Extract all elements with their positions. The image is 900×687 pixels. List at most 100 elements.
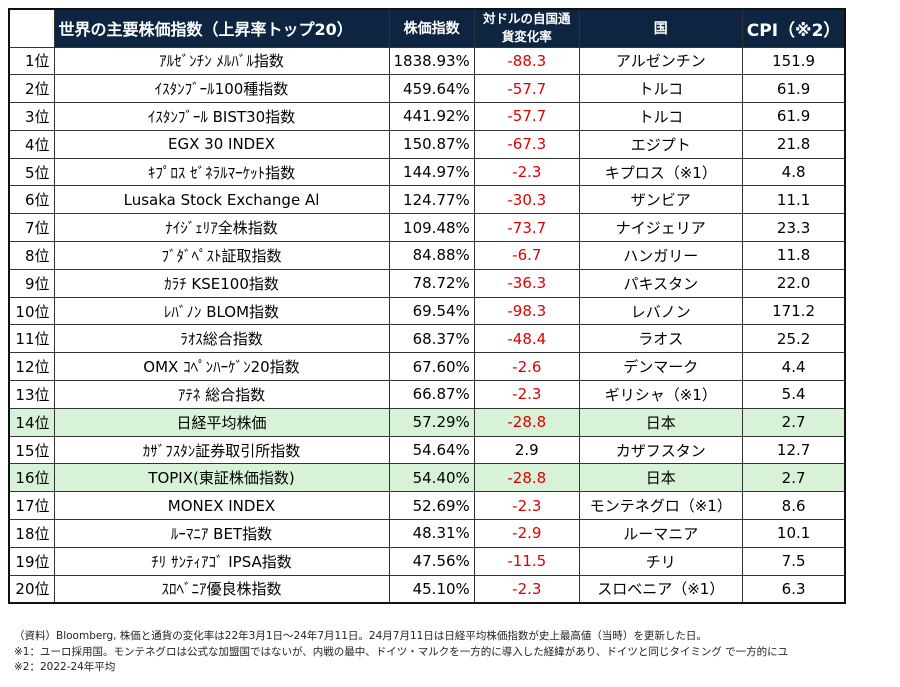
fx-change-cell: -2.3 xyxy=(473,574,580,604)
table-row: 8位 ﾌﾞﾀﾞﾍﾟｽﾄ証取指数 84.88% -6.7 ハンガリー 11.8 xyxy=(8,241,846,270)
price-change-cell: 459.64% xyxy=(388,74,475,104)
fx-change-cell: -2.3 xyxy=(473,380,580,409)
table-row: 20位 ｽﾛﾍﾞﾆｱ優良株指数 45.10% -2.3 スロベニア（※1） 6.3 xyxy=(8,574,846,604)
country-cell: トルコ xyxy=(578,74,743,104)
index-name-cell: ﾅｲｼﾞｪﾘｱ全株指数 xyxy=(53,213,390,243)
index-name-cell: ﾙｰﾏﾆｱ BET指数 xyxy=(53,519,390,548)
rank-cell: 7位 xyxy=(8,213,55,243)
table-row: 12位 OMX ｺﾍﾟﾝﾊｰｹﾞﾝ20指数 67.60% -2.6 デンマーク 4.4 xyxy=(8,352,846,382)
note-source: （資料）Bloomberg, 株価と通貨の変化率は22年3月1日～24年7月11… xyxy=(14,630,707,642)
cpi-cell: 151.9 xyxy=(741,46,846,76)
cpi-cell: 23.3 xyxy=(741,213,846,243)
country-cell: ギリシャ（※1） xyxy=(578,380,743,409)
fx-change-cell: -6.7 xyxy=(473,241,580,270)
header-cpi: CPI（※2） xyxy=(741,8,846,48)
rank-cell: 9位 xyxy=(8,268,55,298)
cpi-cell: 12.7 xyxy=(741,435,846,465)
rank-cell: 1位 xyxy=(8,46,55,76)
cpi-cell: 21.8 xyxy=(741,129,846,159)
price-change-cell: 45.10% xyxy=(388,574,475,604)
country-cell: ザンビア xyxy=(578,185,743,215)
cpi-cell: 8.6 xyxy=(741,491,846,521)
country-cell: ハンガリー xyxy=(578,241,743,270)
fx-change-cell: -30.3 xyxy=(473,185,580,215)
rank-cell: 17位 xyxy=(8,491,55,521)
rank-cell: 20位 xyxy=(8,574,55,604)
table-row: 14位 日経平均株価 57.29% -28.8 日本 2.7 xyxy=(8,407,846,437)
index-name-cell: ｲｽﾀﾝﾌﾞｰﾙ BIST30指数 xyxy=(53,102,390,131)
country-cell: カザフスタン xyxy=(578,435,743,465)
price-change-cell: 69.54% xyxy=(388,296,475,326)
cpi-cell: 22.0 xyxy=(741,268,846,298)
price-change-cell: 144.97% xyxy=(388,157,475,187)
cpi-cell: 2.7 xyxy=(741,407,846,437)
country-cell: アルゼンチン xyxy=(578,46,743,76)
cpi-cell: 2.7 xyxy=(741,463,846,493)
table-row: 6位 Lusaka Stock Exchange Al 124.77% -30.3 ザン… xyxy=(8,185,846,215)
price-change-cell: 47.56% xyxy=(388,546,475,576)
rank-cell: 18位 xyxy=(8,519,55,548)
index-name-cell: ｱﾃﾈ 総合指数 xyxy=(53,380,390,409)
price-change-cell: 54.40% xyxy=(388,463,475,493)
fx-change-cell: 2.9 xyxy=(473,435,580,465)
cpi-cell: 6.3 xyxy=(741,574,846,604)
footnotes: （資料）Bloomberg, 株価と通貨の変化率は22年3月1日～24年7月11… xyxy=(14,629,788,676)
table-row: 1位 ｱﾙｾﾞﾝﾁﾝ ﾒﾙﾊﾞﾙ指数 1838.93% -88.3 アルゼンチン 151.… xyxy=(8,46,846,76)
fx-change-cell: -67.3 xyxy=(473,129,580,159)
table-row: 11位 ﾗｵｽ総合指数 68.37% -48.4 ラオス 25.2 xyxy=(8,324,846,354)
rank-cell: 10位 xyxy=(8,296,55,326)
rank-cell: 8位 xyxy=(8,241,55,270)
fx-change-cell: -2.3 xyxy=(473,491,580,521)
index-name-cell: ﾌﾞﾀﾞﾍﾟｽﾄ証取指数 xyxy=(53,241,390,270)
index-name-cell: ｶﾗﾁ KSE100指数 xyxy=(53,268,390,298)
header-blank xyxy=(8,8,55,48)
country-cell: エジプト xyxy=(578,129,743,159)
fx-change-cell: -2.6 xyxy=(473,352,580,382)
price-change-cell: 1838.93% xyxy=(388,46,475,76)
rank-cell: 16位 xyxy=(8,463,55,493)
index-name-cell: Lusaka Stock Exchange Al xyxy=(53,185,390,215)
index-name-cell: MONEX INDEX xyxy=(53,491,390,521)
fx-change-cell: -88.3 xyxy=(473,46,580,76)
index-name-cell: ﾗｵｽ総合指数 xyxy=(53,324,390,354)
rank-cell: 15位 xyxy=(8,435,55,465)
country-cell: パキスタン xyxy=(578,268,743,298)
country-cell: トルコ xyxy=(578,102,743,131)
index-name-cell: TOPIX(東証株価指数) xyxy=(53,463,390,493)
cpi-cell: 61.9 xyxy=(741,102,846,131)
table-row: 19位 ﾁﾘ ｻﾝﾃｨｱｺﾞ IPSA指数 47.56% -11.5 チリ 7.5 xyxy=(8,546,846,576)
rank-cell: 2位 xyxy=(8,74,55,104)
country-cell: スロベニア（※1） xyxy=(578,574,743,604)
country-cell: ナイジェリア xyxy=(578,213,743,243)
cpi-cell: 171.2 xyxy=(741,296,846,326)
index-name-cell: ｽﾛﾍﾞﾆｱ優良株指数 xyxy=(53,574,390,604)
index-name-cell: ﾁﾘ ｻﾝﾃｨｱｺﾞ IPSA指数 xyxy=(53,546,390,576)
price-change-cell: 124.77% xyxy=(388,185,475,215)
cpi-cell: 4.4 xyxy=(741,352,846,382)
table-row: 18位 ﾙｰﾏﾆｱ BET指数 48.31% -2.9 ルーマニア 10.1 xyxy=(8,519,846,548)
country-cell: モンテネグロ（※1） xyxy=(578,491,743,521)
note-1: ※1：ユーロ採用国。モンテネグロは公式な加盟国ではないが、内戦の最中、ドイツ・マ… xyxy=(14,645,789,658)
rank-cell: 5位 xyxy=(8,157,55,187)
rank-cell: 13位 xyxy=(8,380,55,409)
header-price: 株価指数 xyxy=(388,8,475,48)
index-name-cell: ｷﾌﾟﾛｽ ｾﾞﾈﾗﾙﾏｰｹｯﾄ指数 xyxy=(53,157,390,187)
index-name-cell: ｱﾙｾﾞﾝﾁﾝ ﾒﾙﾊﾞﾙ指数 xyxy=(53,46,390,76)
country-cell: ラオス xyxy=(578,324,743,354)
fx-change-cell: -98.3 xyxy=(473,296,580,326)
fx-change-cell: -57.7 xyxy=(473,74,580,104)
index-name-cell: ｲｽﾀﾝﾌﾞｰﾙ100種指数 xyxy=(53,74,390,104)
table-row: 9位 ｶﾗﾁ KSE100指数 78.72% -36.3 パキスタン 22.0 xyxy=(8,268,846,298)
cpi-cell: 5.4 xyxy=(741,380,846,409)
cpi-cell: 61.9 xyxy=(741,74,846,104)
table-row: 15位 ｶｻﾞﾌｽﾀﾝ証券取引所指数 54.64% 2.9 カザフスタン 12.7 xyxy=(8,435,846,465)
table-row: 10位 ﾚﾊﾞﾉﾝ BLOM指数 69.54% -98.3 レバノン 171.2 xyxy=(8,296,846,326)
cpi-cell: 11.8 xyxy=(741,241,846,270)
fx-change-cell: -28.8 xyxy=(473,463,580,493)
index-name-cell: EGX 30 INDEX xyxy=(53,129,390,159)
fx-change-cell: -11.5 xyxy=(473,546,580,576)
header-country: 国 xyxy=(578,8,743,48)
price-change-cell: 54.64% xyxy=(388,435,475,465)
cpi-cell: 4.8 xyxy=(741,157,846,187)
index-name-cell: ﾚﾊﾞﾉﾝ BLOM指数 xyxy=(53,296,390,326)
